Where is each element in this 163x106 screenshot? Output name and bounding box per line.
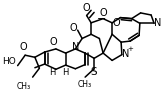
Text: O: O — [50, 37, 57, 47]
Text: O: O — [70, 23, 78, 33]
Text: H: H — [62, 68, 69, 77]
Text: CH₃: CH₃ — [17, 82, 31, 91]
Text: O: O — [83, 3, 90, 13]
Text: O: O — [112, 18, 120, 28]
Text: O: O — [99, 8, 107, 18]
Text: CH₃: CH₃ — [78, 80, 92, 89]
Text: N: N — [154, 18, 162, 28]
Text: HO: HO — [2, 57, 15, 66]
Text: N: N — [72, 42, 79, 52]
Text: N: N — [122, 49, 129, 59]
Text: −: − — [97, 14, 106, 24]
Text: H: H — [49, 68, 55, 77]
Text: +: + — [127, 46, 133, 52]
Text: O: O — [20, 42, 27, 52]
Text: S: S — [91, 67, 97, 77]
